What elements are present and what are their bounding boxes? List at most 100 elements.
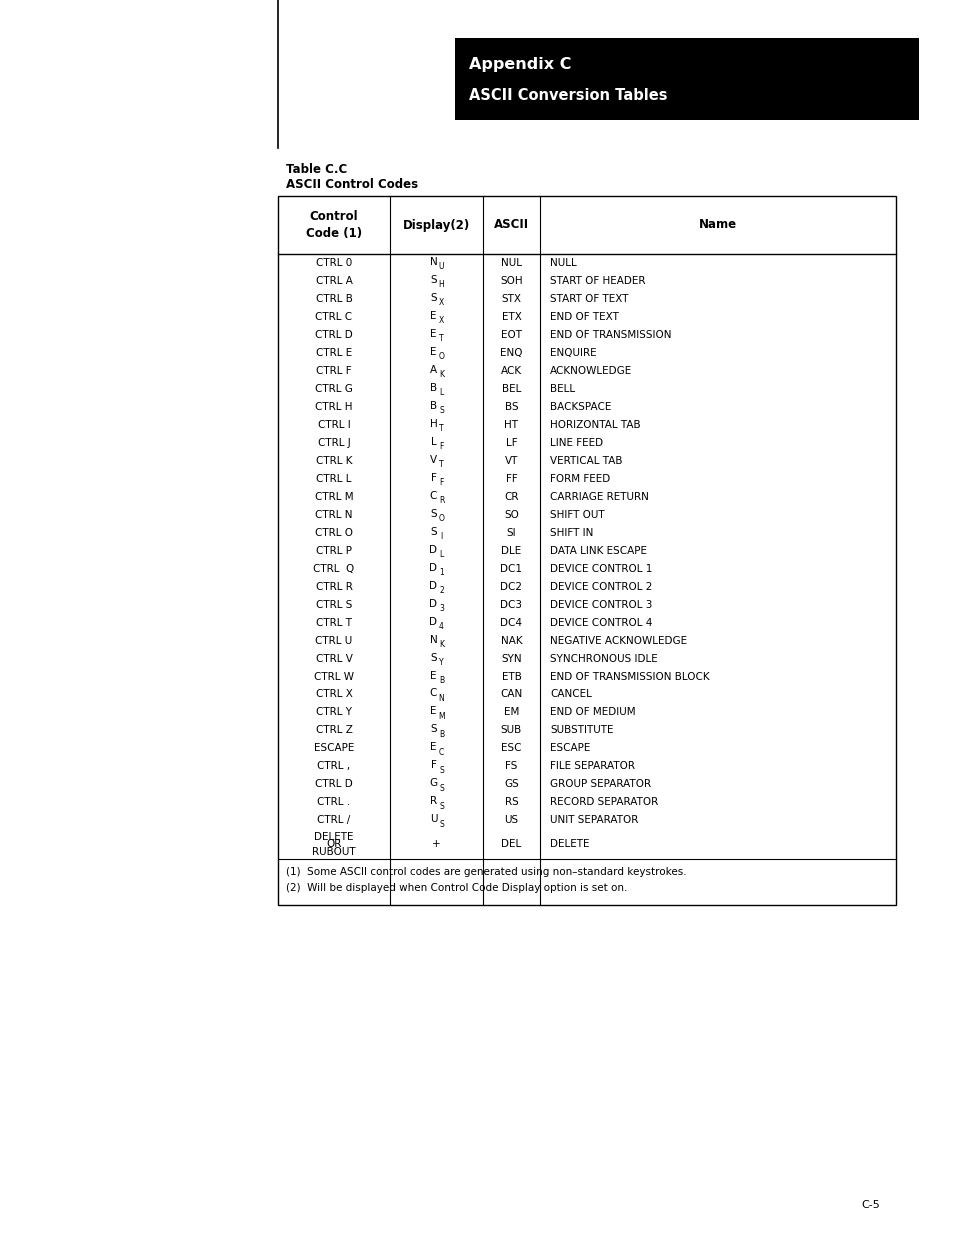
Text: CTRL L: CTRL L [315,474,352,484]
Text: H: H [429,419,436,429]
Text: F: F [438,478,443,488]
Text: S: S [430,275,436,285]
Text: S: S [430,652,436,662]
Text: B: B [430,383,436,393]
Text: F: F [430,473,436,483]
Text: C-5: C-5 [861,1200,879,1210]
Text: US: US [504,815,518,825]
Text: (1)  Some ASCII control codes are generated using non–standard keystrokes.: (1) Some ASCII control codes are generat… [286,867,686,877]
Text: D: D [429,563,437,573]
Text: OR: OR [326,839,341,850]
Text: T: T [438,425,443,433]
Text: NULL: NULL [550,258,577,268]
Text: T: T [438,335,443,343]
Text: S: S [430,509,436,519]
Text: G: G [429,778,437,788]
Text: S: S [438,766,443,774]
Text: END OF TRANSMISSION: END OF TRANSMISSION [550,330,671,340]
Text: Appendix C: Appendix C [469,57,571,72]
Text: K: K [438,370,443,379]
Text: Y: Y [438,658,443,667]
Text: C: C [438,748,444,757]
Text: CTRL N: CTRL N [314,510,353,520]
Text: Display(2): Display(2) [402,219,470,231]
Text: D: D [429,599,437,609]
Text: F: F [438,442,443,451]
Text: E: E [430,347,436,357]
Text: T: T [438,461,443,469]
Text: E: E [430,706,436,716]
Text: CTRL K: CTRL K [315,456,352,466]
Text: CAN: CAN [500,689,522,699]
Text: RUBOUT: RUBOUT [312,846,355,857]
Text: DC3: DC3 [500,600,522,610]
Text: FORM FEED: FORM FEED [550,474,610,484]
Text: S: S [430,526,436,537]
Text: NAK: NAK [500,636,521,646]
Text: B: B [438,730,443,739]
Text: C: C [430,490,436,500]
Text: CTRL D: CTRL D [314,330,353,340]
Text: DC4: DC4 [500,618,522,627]
Text: A: A [430,364,436,375]
Text: CTRL X: CTRL X [315,689,352,699]
Text: Control
Code (1): Control Code (1) [306,210,362,240]
Text: ASCII: ASCII [494,219,529,231]
Text: END OF TEXT: END OF TEXT [550,312,618,322]
Text: CANCEL: CANCEL [550,689,591,699]
Text: C: C [430,688,436,699]
Text: SUB: SUB [500,725,521,736]
Text: CTRL W: CTRL W [314,672,354,682]
Text: DEVICE CONTROL 1: DEVICE CONTROL 1 [550,563,652,573]
Text: O: O [438,352,444,362]
Text: L: L [430,437,436,447]
Text: CTRL S: CTRL S [315,600,352,610]
Text: DELETE: DELETE [550,839,589,850]
Text: O: O [438,514,444,524]
Text: BEL: BEL [501,384,520,394]
Text: CTRL G: CTRL G [314,384,353,394]
Text: CTRL H: CTRL H [314,401,353,411]
Text: SHIFT OUT: SHIFT OUT [550,510,604,520]
Text: 3: 3 [438,604,443,613]
Text: F: F [430,761,436,771]
Text: N: N [429,257,436,267]
Text: R: R [438,496,444,505]
Text: CTRL A: CTRL A [315,275,352,287]
Text: DEL: DEL [501,839,521,850]
Text: N: N [429,635,436,645]
Text: SOH: SOH [499,275,522,287]
Text: ASCII Conversion Tables: ASCII Conversion Tables [469,89,667,104]
Text: STX: STX [501,294,521,304]
Text: S: S [438,802,443,811]
Text: RECORD SEPARATOR: RECORD SEPARATOR [550,798,658,808]
Text: RS: RS [504,798,517,808]
Text: D: D [429,545,437,555]
Text: DC1: DC1 [500,563,522,573]
Text: N: N [438,694,444,703]
Text: K: K [438,640,443,650]
Text: ACKNOWLEDGE: ACKNOWLEDGE [550,366,632,375]
Text: VT: VT [504,456,517,466]
Text: LF: LF [505,437,517,448]
Text: CR: CR [504,492,518,501]
Text: V: V [430,454,436,464]
Text: END OF TRANSMISSION BLOCK: END OF TRANSMISSION BLOCK [550,672,709,682]
Text: B: B [430,401,436,411]
Text: DEVICE CONTROL 3: DEVICE CONTROL 3 [550,600,652,610]
Text: E: E [430,329,436,338]
Bar [455,38,918,120]
Text: END OF MEDIUM: END OF MEDIUM [550,708,635,718]
Text: CTRL M: CTRL M [314,492,353,501]
Text: CARRIAGE RETURN: CARRIAGE RETURN [550,492,648,501]
Text: GS: GS [503,779,518,789]
Text: BACKSPACE: BACKSPACE [550,401,611,411]
Text: H: H [438,280,444,289]
Text: SUBSTITUTE: SUBSTITUTE [550,725,613,736]
Text: +: + [432,839,440,850]
Text: UNIT SEPARATOR: UNIT SEPARATOR [550,815,638,825]
Text: DATA LINK ESCAPE: DATA LINK ESCAPE [550,546,646,556]
Text: CTRL Y: CTRL Y [315,708,352,718]
Text: D: D [429,580,437,590]
Text: CTRL /: CTRL / [317,815,351,825]
